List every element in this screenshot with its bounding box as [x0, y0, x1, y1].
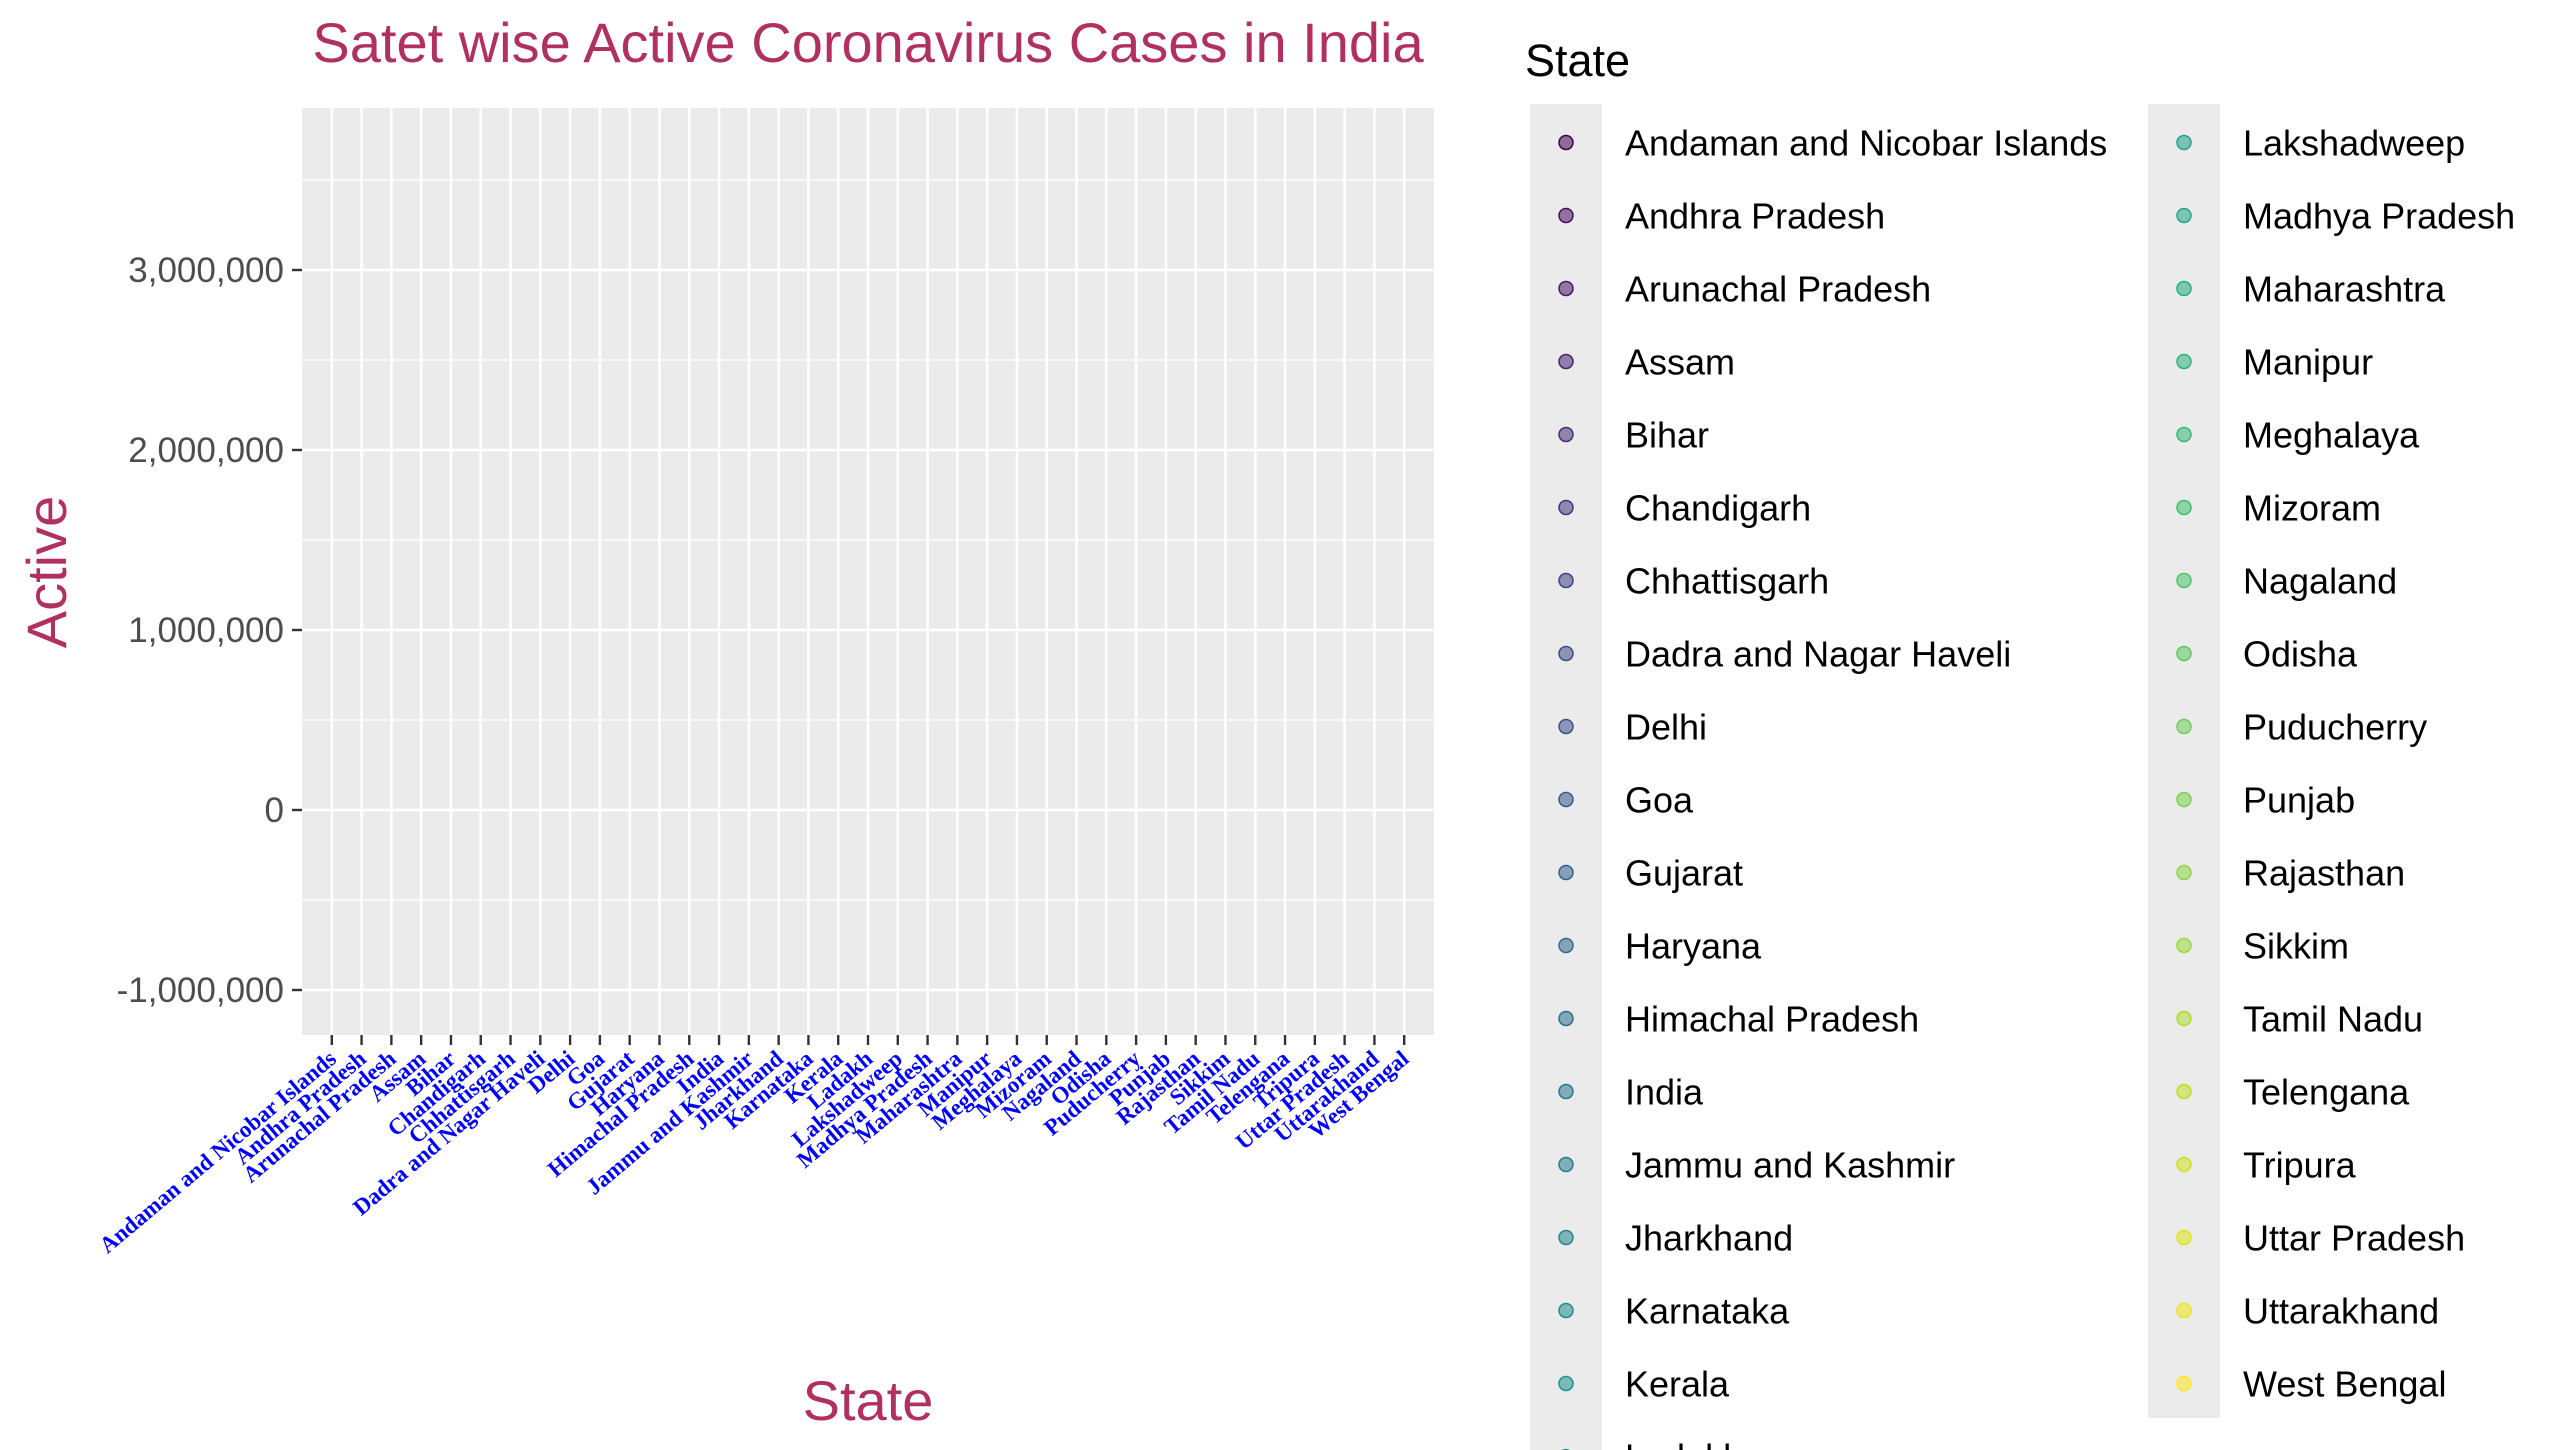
legend-key: [1558, 1010, 1574, 1027]
legend-key: [1558, 426, 1574, 443]
legend-key: [2176, 1375, 2192, 1392]
legend-label: Andhra Pradesh: [1625, 196, 1885, 237]
legend-label: Andaman and Nicobar Islands: [1625, 123, 2107, 164]
legend-key: [1558, 1375, 1574, 1392]
legend-label: Manipur: [2243, 342, 2373, 383]
legend-label: Meghalaya: [2243, 415, 2420, 456]
legend-key: [2176, 1156, 2192, 1173]
legend-label: Delhi: [1625, 707, 1707, 748]
legend-key: [2176, 499, 2192, 516]
legend-key: [2176, 353, 2192, 370]
y-axis-title: Active: [15, 496, 78, 649]
legend-label: Uttarakhand: [2243, 1291, 2439, 1332]
legend-key: [2176, 864, 2192, 881]
legend-label: Madhya Pradesh: [2243, 196, 2515, 237]
legend-key: [1558, 1083, 1574, 1100]
legend-key: [1558, 499, 1574, 516]
legend-label: Uttar Pradesh: [2243, 1218, 2465, 1259]
legend-label: Arunachal Pradesh: [1625, 269, 1931, 310]
legend-key: [1558, 353, 1574, 370]
y-tick-label: 1,000,000: [128, 611, 284, 650]
legend-label: Himachal Pradesh: [1625, 999, 1919, 1040]
legend-key: [1558, 280, 1574, 297]
legend-label: Chandigarh: [1625, 488, 1811, 529]
chart-title: Satet wise Active Coronavirus Cases in I…: [312, 11, 1424, 74]
legend-key: [1558, 1156, 1574, 1173]
legend-label: Goa: [1625, 780, 1694, 821]
legend-label: Bihar: [1625, 415, 1709, 456]
legend-label: Dadra and Nagar Haveli: [1625, 634, 2011, 675]
legend-label: Karnataka: [1625, 1291, 1790, 1332]
legend-label: Chhattisgarh: [1625, 561, 1829, 602]
legend-key: [2176, 207, 2192, 224]
legend-label: West Bengal: [2243, 1364, 2446, 1405]
legend-label: Maharashtra: [2243, 269, 2446, 310]
legend-title: State: [1525, 35, 1630, 86]
legend-key-background: [2148, 104, 2220, 1418]
grid: [302, 108, 1434, 1035]
legend-label: Ladakh: [1625, 1437, 1743, 1450]
legend-label: Punjab: [2243, 780, 2355, 821]
legend-key: [2176, 1010, 2192, 1027]
legend-key: [2176, 1302, 2192, 1319]
legend-label: Jharkhand: [1625, 1218, 1793, 1259]
legend-key: [1558, 718, 1574, 735]
legend-key: [1558, 864, 1574, 881]
x-tick-label: Andaman and Nicobar Islands: [95, 1046, 341, 1258]
legend-key-background: [1530, 104, 1602, 1450]
legend-label: Lakshadweep: [2243, 123, 2465, 164]
legend-label: Mizoram: [2243, 488, 2381, 529]
legend-label: Tripura: [2243, 1145, 2357, 1186]
legend-label: Haryana: [1625, 926, 1762, 967]
legend-key: [1558, 937, 1574, 954]
legend-key: [2176, 280, 2192, 297]
legend: Andaman and Nicobar Islands Andhra Prades…: [1530, 104, 2515, 1450]
legend-label: Assam: [1625, 342, 1735, 383]
legend-label: Odisha: [2243, 634, 2358, 675]
legend-key: [1558, 207, 1574, 224]
x-axis-title: State: [803, 1369, 934, 1432]
y-tick-label: 3,000,000: [128, 251, 284, 290]
legend-label: Sikkim: [2243, 926, 2349, 967]
legend-key: [1558, 572, 1574, 589]
legend-key: [1558, 1302, 1574, 1319]
legend-key: [1558, 134, 1574, 151]
legend-label: Kerala: [1625, 1364, 1730, 1405]
legend-key: [2176, 426, 2192, 443]
legend-key: [2176, 1229, 2192, 1246]
legend-label: India: [1625, 1072, 1704, 1113]
y-axis: -1,000,000 0 1,000,000 2,000,000 3,000,000: [117, 251, 302, 1010]
legend-key: [2176, 134, 2192, 151]
legend-label: Puducherry: [2243, 707, 2427, 748]
y-tick-label: -1,000,000: [117, 971, 284, 1010]
legend-label: Gujarat: [1625, 853, 1743, 894]
legend-key: [2176, 572, 2192, 589]
legend-label: Tamil Nadu: [2243, 999, 2423, 1040]
legend-key: [2176, 1083, 2192, 1100]
legend-label: Rajasthan: [2243, 853, 2405, 894]
legend-label: Telengana: [2243, 1072, 2410, 1113]
legend-key: [2176, 645, 2192, 662]
legend-key: [2176, 791, 2192, 808]
y-tick-label: 2,000,000: [128, 431, 284, 470]
legend-key: [1558, 791, 1574, 808]
legend-key: [1558, 1229, 1574, 1246]
legend-label: Nagaland: [2243, 561, 2397, 602]
y-tick-label: 0: [265, 791, 284, 830]
legend-key: [2176, 937, 2192, 954]
legend-key: [1558, 645, 1574, 662]
legend-label: Jammu and Kashmir: [1625, 1145, 1955, 1186]
legend-key: [2176, 718, 2192, 735]
